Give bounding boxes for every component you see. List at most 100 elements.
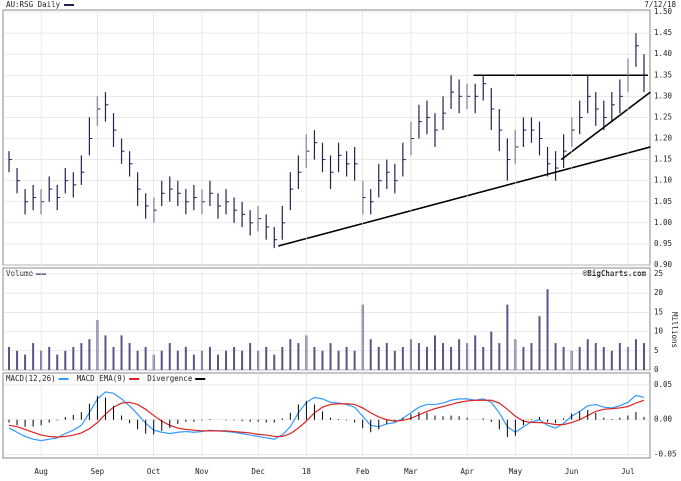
volume-bar: [56, 354, 59, 370]
volume-bar: [450, 346, 453, 370]
volume-bar: [610, 350, 613, 370]
x-tick-label: Apr: [460, 467, 474, 476]
x-tick-label: Jul: [621, 467, 635, 476]
y-tick-label: 20: [654, 288, 664, 297]
volume-bar: [80, 343, 83, 370]
y-tick-label: 1.05: [654, 197, 672, 206]
volume-bar: [72, 346, 75, 370]
volume-bar: [136, 350, 139, 370]
y-tick-label: 0: [654, 365, 659, 374]
date-label: 7/12/18: [644, 0, 676, 9]
volume-bar: [281, 346, 284, 370]
volume-bar: [546, 289, 549, 370]
volume-bar: [554, 343, 557, 370]
volume-bar: [401, 346, 404, 370]
volume-bar: [530, 343, 533, 370]
volume-bar: [490, 331, 493, 370]
trend-line: [278, 146, 651, 247]
legend-label: MACD EMA(9): [77, 374, 127, 383]
y-tick-label: 25: [654, 269, 663, 278]
y-tick-label: 1.25: [654, 112, 672, 121]
volume-bar: [329, 343, 332, 370]
x-tick-label: Oct: [147, 467, 161, 476]
volume-title: Volume: [6, 269, 34, 278]
volume-bar: [48, 346, 51, 370]
volume-bar: [393, 350, 396, 370]
x-tick-label: Aug: [34, 467, 48, 476]
volume-bar: [417, 343, 420, 370]
volume-bar: [506, 304, 509, 370]
volume-bar: [538, 316, 541, 370]
volume-bar: [578, 346, 581, 370]
x-tick-label: Feb: [356, 467, 370, 476]
volume-bar: [289, 339, 292, 370]
volume-bar: [498, 343, 501, 370]
trend-line: [560, 91, 651, 161]
volume-bar: [425, 346, 428, 370]
volume-bar: [273, 354, 276, 370]
y-tick-label: 0.90: [654, 260, 673, 269]
y-tick-label: 0.00: [654, 415, 673, 424]
y-tick-label: 1.00: [654, 218, 673, 227]
volume-bar: [32, 343, 35, 370]
x-tick-label: Jun: [565, 467, 579, 476]
volume-bar: [265, 346, 268, 370]
volume-bar: [216, 354, 219, 370]
volume-bar: [458, 339, 461, 370]
x-tick-label: Sep: [91, 467, 105, 476]
volume-bar: [233, 346, 236, 370]
y-tick-label: 1.35: [654, 70, 672, 79]
volume-bar: [522, 346, 525, 370]
volume-bar: [345, 346, 348, 370]
y-tick-label: 1.40: [654, 49, 673, 58]
volume-bar: [8, 346, 11, 370]
y-tick-label: 1.45: [654, 28, 672, 37]
volume-axis-label: Millions: [670, 312, 679, 348]
volume-bar: [225, 350, 228, 370]
macd-panel: [2, 372, 651, 459]
y-tick-label: 5: [654, 346, 659, 355]
volume-bar: [241, 350, 244, 370]
volume-bar: [297, 343, 300, 370]
x-tick-label: Nov: [195, 467, 209, 476]
y-tick-label: 15: [654, 307, 663, 316]
volume-bar: [377, 346, 380, 370]
y-tick-label: 1.50: [654, 7, 673, 16]
volume-bar: [434, 335, 437, 370]
volume-bar: [385, 343, 388, 370]
y-tick-label: 0.95: [654, 239, 672, 248]
y-tick-label: -0.05: [654, 450, 677, 459]
volume-bar: [586, 339, 589, 370]
x-tick-label: Mar: [404, 467, 418, 476]
macd-line: [8, 399, 645, 438]
volume-bar: [337, 350, 340, 370]
volume-bar: [634, 339, 637, 370]
legend-label: Divergence: [147, 374, 193, 383]
volume-bar: [321, 350, 324, 370]
y-tick-label: 1.20: [654, 134, 673, 143]
volume-bar: [16, 350, 19, 370]
volume-bar: [208, 346, 211, 370]
price-title: AU:RSG Daily: [6, 0, 61, 9]
volume-bar: [618, 343, 621, 370]
volume-bar: [160, 350, 163, 370]
volume-bar: [192, 354, 195, 370]
macd-line: [8, 391, 645, 442]
volume-bar: [474, 335, 477, 370]
volume-bar: [24, 354, 27, 370]
volume-bar: [602, 346, 605, 370]
x-tick-label: May: [509, 467, 523, 476]
y-tick-label: 1.10: [654, 176, 673, 185]
volume-bar: [104, 335, 107, 370]
y-tick-label: 0.05: [654, 380, 672, 389]
volume-bar: [313, 346, 316, 370]
volume-bar: [176, 350, 179, 370]
volume-bar: [442, 343, 445, 370]
volume-bar: [642, 343, 645, 370]
y-tick-label: 10: [654, 327, 664, 336]
volume-panel: [2, 267, 651, 371]
volume-bar: [184, 346, 187, 370]
volume-bar: [594, 343, 597, 370]
credit: ©BigCharts.com: [583, 269, 647, 278]
